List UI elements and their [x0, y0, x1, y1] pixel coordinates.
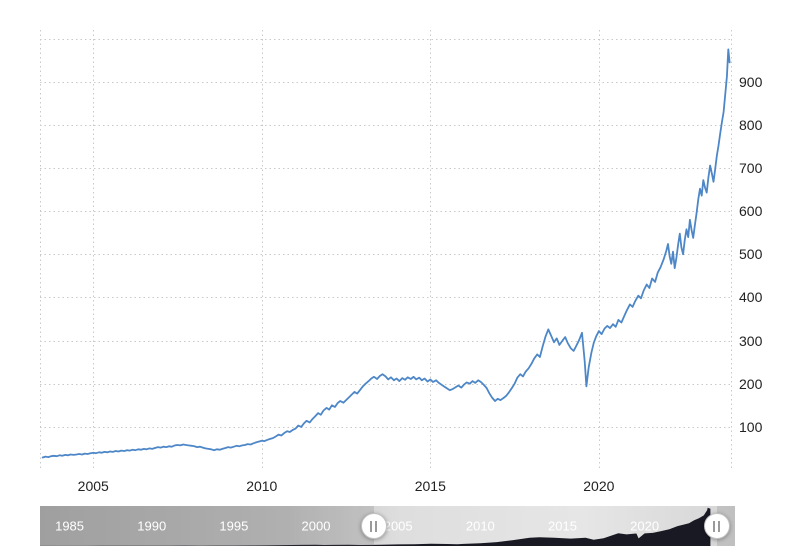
drag-handle-icon: [375, 520, 378, 532]
x-tick-label: 2005: [77, 478, 109, 494]
range-slider-right-handle[interactable]: [703, 513, 730, 539]
y-tick-label: 300: [739, 332, 763, 349]
y-tick-label: 200: [739, 375, 763, 392]
x-tick-label: 2020: [583, 478, 615, 494]
overview-area-series: [40, 507, 711, 546]
plot-area: [40, 30, 732, 470]
x-tick-label: 2010: [246, 478, 278, 494]
drag-handle-icon: [370, 520, 373, 532]
slider-year-label: 2000: [301, 518, 331, 534]
y-tick-label: 100: [739, 418, 763, 435]
y-tick-label: 800: [739, 116, 763, 133]
y-tick-label: 700: [739, 160, 763, 177]
slider-year-label: 2010: [465, 518, 495, 534]
unselected-range-left: [40, 506, 374, 546]
x-tick-label: 2015: [414, 478, 446, 494]
slider-year-label: 1990: [137, 518, 167, 534]
main-chart-svg[interactable]: [40, 30, 732, 470]
slider-year-label: 2020: [630, 518, 660, 534]
y-tick-label: 500: [739, 246, 763, 263]
y-tick-label: 900: [739, 73, 763, 90]
slider-year-label: 1985: [55, 518, 85, 534]
range-slider[interactable]: 1985 1990 1995 2000 2005 2010 2015 2020: [40, 506, 735, 546]
slider-year-label: 2015: [548, 518, 577, 534]
y-tick-label: 400: [739, 289, 763, 306]
price-line-series[interactable]: [41, 48, 731, 459]
y-tick-label: 600: [739, 203, 763, 220]
drag-handle-icon: [718, 520, 721, 532]
range-slider-left-handle[interactable]: [360, 513, 387, 539]
slider-year-label: 2005: [383, 518, 413, 534]
drag-handle-icon: [713, 520, 716, 532]
slider-year-label: 1995: [219, 518, 249, 534]
overview-minimap-chart: [40, 507, 711, 546]
